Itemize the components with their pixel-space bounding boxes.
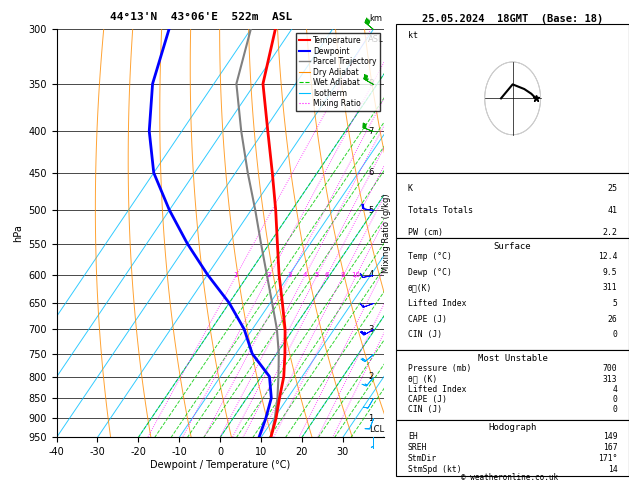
Text: 10: 10	[351, 272, 360, 278]
Text: Most Unstable: Most Unstable	[477, 354, 548, 363]
Text: 149: 149	[603, 432, 617, 441]
Text: 313: 313	[603, 375, 617, 383]
Text: CIN (J): CIN (J)	[408, 330, 442, 339]
Text: Pressure (mb): Pressure (mb)	[408, 364, 471, 373]
Text: 5: 5	[613, 299, 617, 308]
Text: 25: 25	[608, 184, 617, 193]
Text: StmSpd (kt): StmSpd (kt)	[408, 465, 462, 474]
Text: © weatheronline.co.uk: © weatheronline.co.uk	[461, 473, 558, 482]
Text: 5: 5	[314, 272, 319, 278]
Text: Temp (°C): Temp (°C)	[408, 252, 452, 261]
Text: km: km	[369, 14, 382, 23]
Text: kt: kt	[408, 31, 418, 40]
Bar	[396, 173, 629, 238]
Legend: Temperature, Dewpoint, Parcel Trajectory, Dry Adiabat, Wet Adiabat, Isotherm, Mi: Temperature, Dewpoint, Parcel Trajectory…	[296, 33, 380, 111]
Text: 8: 8	[368, 79, 374, 88]
Text: θᴇ(K): θᴇ(K)	[408, 283, 432, 293]
Text: Totals Totals: Totals Totals	[408, 206, 473, 215]
Text: 3: 3	[368, 325, 374, 334]
Bar	[396, 24, 629, 173]
Text: 2: 2	[267, 272, 271, 278]
Text: CAPE (J): CAPE (J)	[408, 395, 447, 404]
Text: 12.4: 12.4	[598, 252, 617, 261]
Text: SREH: SREH	[408, 443, 428, 452]
Text: θᴇ (K): θᴇ (K)	[408, 375, 437, 383]
Bar	[396, 350, 629, 420]
Text: EH: EH	[408, 432, 418, 441]
Text: 44°13'N  43°06'E  522m  ASL: 44°13'N 43°06'E 522m ASL	[110, 12, 292, 22]
Text: PW (cm): PW (cm)	[408, 228, 443, 237]
Text: 25.05.2024  18GMT  (Base: 18): 25.05.2024 18GMT (Base: 18)	[422, 15, 603, 24]
Text: 311: 311	[603, 283, 617, 293]
Text: 0: 0	[613, 330, 617, 339]
Text: Hodograph: Hodograph	[489, 423, 537, 432]
Text: 167: 167	[603, 443, 617, 452]
Text: 4: 4	[303, 272, 307, 278]
Text: 14: 14	[608, 465, 617, 474]
X-axis label: Dewpoint / Temperature (°C): Dewpoint / Temperature (°C)	[150, 460, 290, 470]
Text: StmDir: StmDir	[408, 454, 437, 463]
Bar	[396, 238, 629, 350]
Text: LCL: LCL	[369, 425, 384, 434]
Text: 6: 6	[368, 168, 374, 177]
Text: 4: 4	[613, 385, 617, 394]
Text: 1: 1	[368, 414, 374, 423]
Text: 171°: 171°	[598, 454, 617, 463]
Text: Dewp (°C): Dewp (°C)	[408, 268, 452, 277]
Text: Lifted Index: Lifted Index	[408, 385, 467, 394]
Text: ASL: ASL	[368, 35, 383, 44]
Text: 8: 8	[340, 272, 345, 278]
Text: CAPE (J): CAPE (J)	[408, 314, 447, 324]
Text: 6: 6	[325, 272, 329, 278]
Text: 7: 7	[368, 126, 374, 136]
Text: Lifted Index: Lifted Index	[408, 299, 467, 308]
Text: 0: 0	[613, 395, 617, 404]
Text: 3: 3	[287, 272, 292, 278]
Text: CIN (J): CIN (J)	[408, 405, 442, 415]
Text: 2.2: 2.2	[603, 228, 617, 237]
Text: 0: 0	[613, 405, 617, 415]
Text: 9.5: 9.5	[603, 268, 617, 277]
Text: K: K	[408, 184, 413, 193]
Text: 41: 41	[608, 206, 617, 215]
Y-axis label: hPa: hPa	[13, 225, 23, 242]
Bar	[396, 420, 629, 476]
Text: 5: 5	[368, 206, 374, 215]
Text: Mixing Ratio (g/kg): Mixing Ratio (g/kg)	[382, 193, 391, 273]
Text: 2: 2	[368, 372, 374, 381]
Text: 26: 26	[608, 314, 617, 324]
Text: 1: 1	[233, 272, 238, 278]
Text: 4: 4	[368, 270, 374, 279]
Text: Surface: Surface	[494, 242, 532, 251]
Text: 700: 700	[603, 364, 617, 373]
